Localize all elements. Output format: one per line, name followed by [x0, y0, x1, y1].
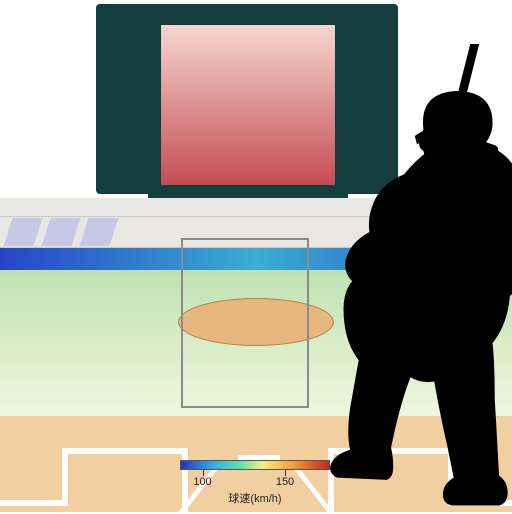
strike-zone: [181, 238, 309, 408]
pitch-location-diagram: 100 150 球速(km/h): [0, 0, 512, 512]
batter-silhouette: [296, 44, 512, 514]
chalk-line: [62, 448, 182, 454]
speed-colorbar: 100150 球速(km/h): [180, 460, 330, 470]
chalk-line: [0, 500, 62, 506]
colorbar-tick-label: 150: [276, 476, 294, 488]
colorbar-tick-label: 100: [193, 476, 211, 488]
colorbar-gradient: [180, 460, 330, 470]
colorbar-axis-label: 球速(km/h): [228, 490, 281, 506]
chalk-line: [62, 448, 68, 506]
